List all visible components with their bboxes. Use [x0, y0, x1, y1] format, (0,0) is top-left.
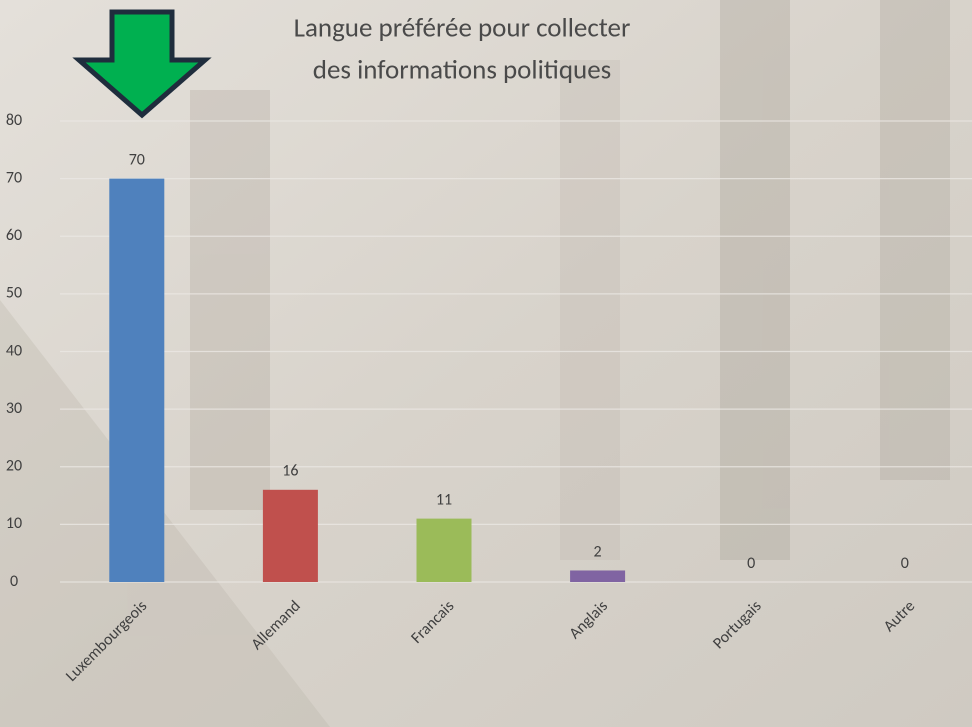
y-tick-label: 70: [6, 168, 22, 187]
chart-title: Langue préférée pour collecter: [294, 11, 631, 44]
value-label: 11: [436, 490, 452, 509]
background-photo: [0, 0, 950, 727]
y-tick-label: 80: [6, 111, 22, 130]
bar: [262, 489, 318, 582]
value-label: 16: [282, 462, 298, 481]
bar: [109, 178, 165, 582]
value-label: 0: [747, 554, 755, 573]
y-tick-label: 60: [6, 226, 22, 245]
value-label: 70: [129, 150, 145, 169]
y-tick-label: 40: [6, 341, 22, 360]
y-tick-label: 30: [6, 399, 22, 418]
arrow-icon: [72, 9, 212, 119]
value-label: 2: [594, 542, 602, 561]
y-tick-label: 50: [6, 284, 22, 303]
y-tick-label: 10: [6, 514, 22, 533]
y-tick-label: 0: [10, 572, 18, 591]
bar: [416, 518, 472, 582]
y-tick-label: 20: [6, 457, 22, 476]
bar: [570, 570, 626, 582]
value-label: 0: [901, 554, 909, 573]
chart-title: des informations politiques: [313, 53, 611, 86]
